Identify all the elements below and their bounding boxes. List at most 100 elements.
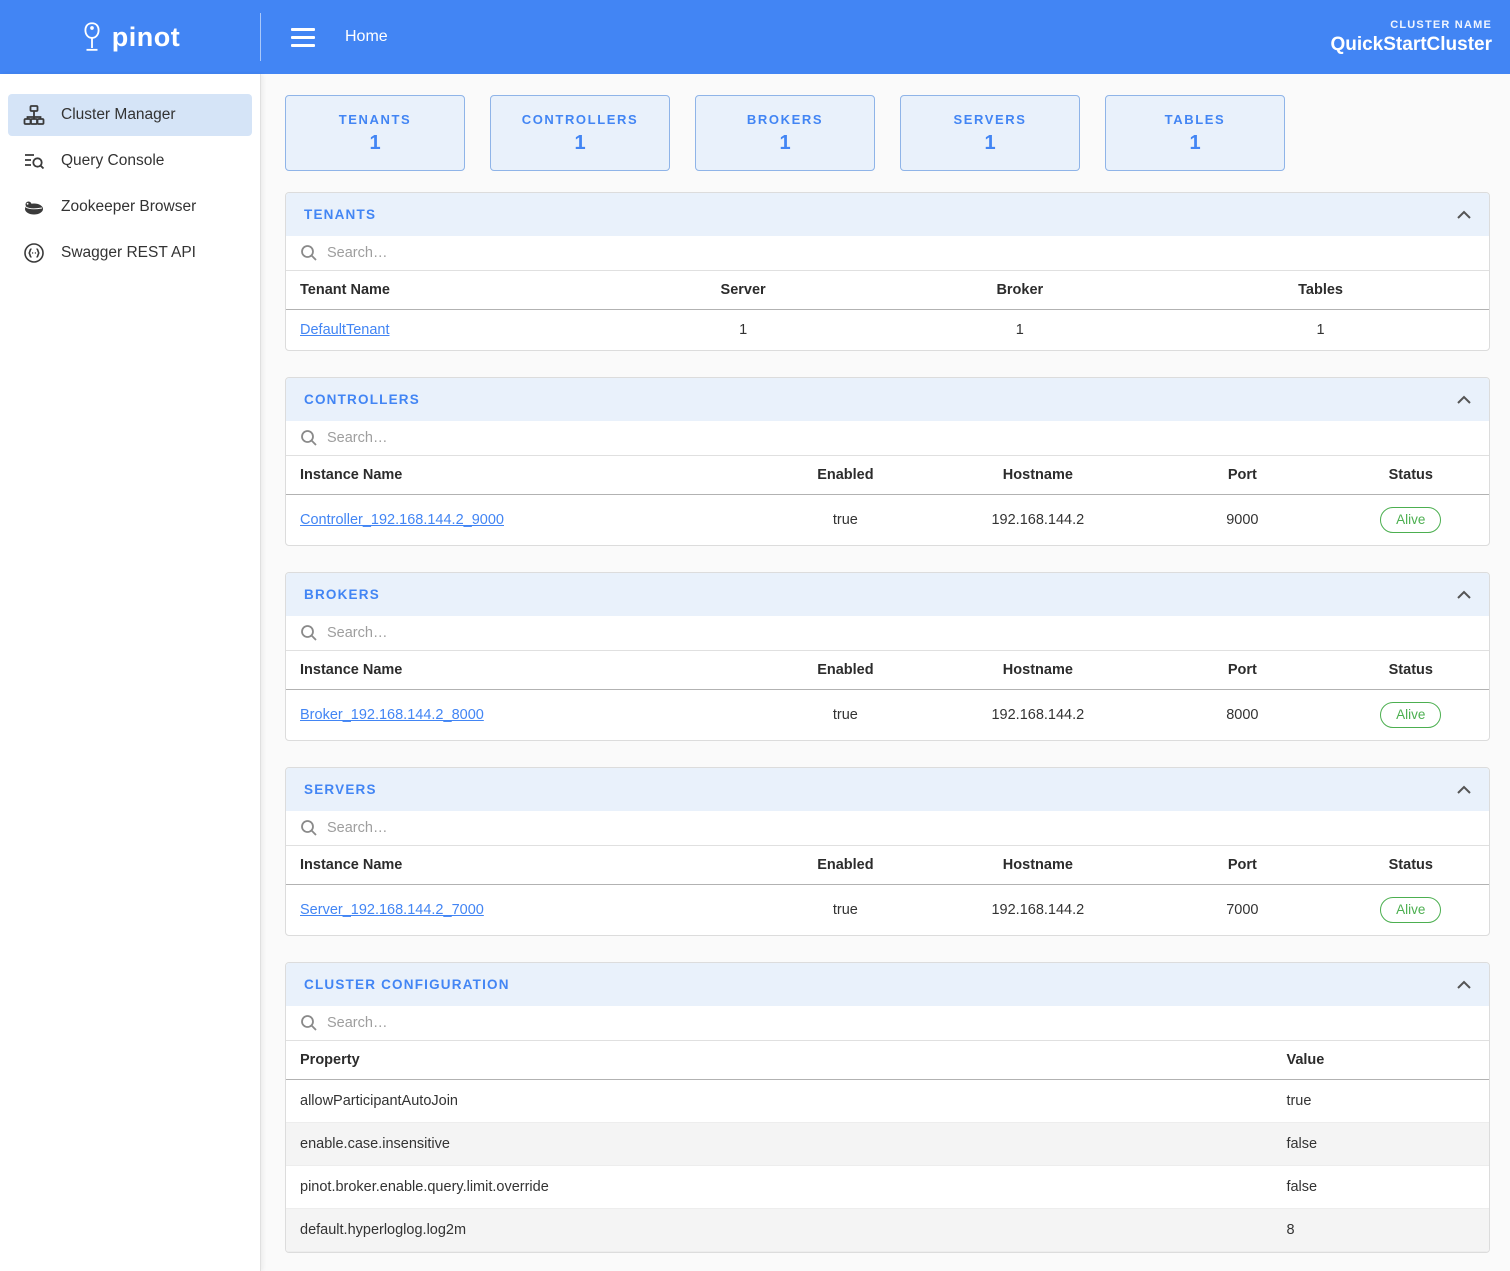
column-header: Port xyxy=(1152,846,1332,885)
column-header: Port xyxy=(1152,456,1332,495)
stat-card-label: TENANTS xyxy=(339,112,412,127)
section-title: SERVERS xyxy=(304,782,377,797)
value-cell: 8 xyxy=(1272,1209,1489,1252)
stat-card-label: CONTROLLERS xyxy=(522,112,639,127)
table-row: pinot.broker.enable.query.limit.override… xyxy=(286,1166,1489,1209)
search-input[interactable] xyxy=(327,625,1475,641)
cluster-config-search-bar xyxy=(286,1006,1489,1041)
section-title: BROKERS xyxy=(304,587,380,602)
status-badge: Alive xyxy=(1380,897,1441,923)
server-count-cell: 1 xyxy=(599,310,888,351)
sidebar: Cluster Manager Query Console xyxy=(0,74,261,1271)
table-row: Broker_192.168.144.2_8000 true 192.168.1… xyxy=(286,690,1489,741)
search-input[interactable] xyxy=(327,1015,1475,1031)
stat-card-controllers: CONTROLLERS 1 xyxy=(490,95,670,171)
stat-card-value: 1 xyxy=(369,132,380,155)
brokers-table: Instance Name Enabled Hostname Port Stat… xyxy=(286,651,1489,740)
collapse-chevron-up-icon[interactable] xyxy=(1457,395,1471,404)
tenants-table: Tenant Name Server Broker Tables Default… xyxy=(286,271,1489,350)
controllers-section: CONTROLLERS Instance Name Enabled xyxy=(285,377,1490,546)
stat-card-value: 1 xyxy=(984,132,995,155)
column-header: Enabled xyxy=(767,456,923,495)
collapse-chevron-up-icon[interactable] xyxy=(1457,210,1471,219)
cluster-name-block: CLUSTER NAME QuickStartCluster xyxy=(1330,19,1510,56)
column-header: Hostname xyxy=(924,846,1153,885)
search-icon xyxy=(300,244,318,262)
topbar-nav: Home xyxy=(261,24,388,51)
status-badge: Alive xyxy=(1380,507,1441,533)
broker-count-cell: 1 xyxy=(887,310,1152,351)
hamburger-menu-icon[interactable] xyxy=(287,24,319,51)
collapse-chevron-up-icon[interactable] xyxy=(1457,980,1471,989)
brokers-section-header[interactable]: BROKERS xyxy=(286,573,1489,616)
table-row: allowParticipantAutoJoin true xyxy=(286,1080,1489,1123)
column-header: Tables xyxy=(1152,271,1489,310)
tables-count-cell: 1 xyxy=(1152,310,1489,351)
hostname-cell: 192.168.144.2 xyxy=(924,690,1153,741)
search-icon xyxy=(300,819,318,837)
column-header: Property xyxy=(286,1041,1272,1080)
column-header: Status xyxy=(1333,846,1489,885)
enabled-cell: true xyxy=(767,690,923,741)
sidebar-item-swagger-rest-api[interactable]: Swagger REST API xyxy=(8,232,252,274)
column-header: Instance Name xyxy=(286,456,767,495)
property-cell: pinot.broker.enable.query.limit.override xyxy=(286,1166,1272,1209)
servers-section-header[interactable]: SERVERS xyxy=(286,768,1489,811)
sidebar-item-label: Zookeeper Browser xyxy=(61,198,196,216)
table-row: DefaultTenant 1 1 1 xyxy=(286,310,1489,351)
main-content: TENANTS 1 CONTROLLERS 1 BROKERS 1 SERVER… xyxy=(261,74,1510,1271)
wine-glass-icon xyxy=(81,21,103,53)
cluster-configuration-section-header[interactable]: CLUSTER CONFIGURATION xyxy=(286,963,1489,1006)
port-cell: 7000 xyxy=(1152,885,1332,936)
stat-card-servers: SERVERS 1 xyxy=(900,95,1080,171)
collapse-chevron-up-icon[interactable] xyxy=(1457,590,1471,599)
section-title: TENANTS xyxy=(304,207,376,222)
search-input[interactable] xyxy=(327,245,1475,261)
sidebar-item-label: Swagger REST API xyxy=(61,244,196,262)
controllers-table: Instance Name Enabled Hostname Port Stat… xyxy=(286,456,1489,545)
tenants-section-header[interactable]: TENANTS xyxy=(286,193,1489,236)
port-cell: 9000 xyxy=(1152,495,1332,546)
zookeeper-icon xyxy=(22,195,46,219)
sidebar-item-zookeeper-browser[interactable]: Zookeeper Browser xyxy=(8,186,252,228)
column-header: Instance Name xyxy=(286,651,767,690)
stat-card-tables: TABLES 1 xyxy=(1105,95,1285,171)
top-bar: pinot Home CLUSTER NAME QuickStartCluste… xyxy=(0,0,1510,74)
stat-card-value: 1 xyxy=(779,132,790,155)
column-header: Port xyxy=(1152,651,1332,690)
cluster-configuration-section: CLUSTER CONFIGURATION Property Value xyxy=(285,962,1490,1253)
cluster-name-label: CLUSTER NAME xyxy=(1330,19,1492,31)
table-row: Server_192.168.144.2_7000 true 192.168.1… xyxy=(286,885,1489,936)
collapse-chevron-up-icon[interactable] xyxy=(1457,785,1471,794)
hostname-cell: 192.168.144.2 xyxy=(924,495,1153,546)
home-link[interactable]: Home xyxy=(345,28,388,46)
value-cell: true xyxy=(1272,1080,1489,1123)
port-cell: 8000 xyxy=(1152,690,1332,741)
property-cell: enable.case.insensitive xyxy=(286,1123,1272,1166)
search-icon xyxy=(300,624,318,642)
stat-card-label: BROKERS xyxy=(747,112,823,127)
pinot-logo[interactable]: pinot xyxy=(0,0,261,74)
controllers-section-header[interactable]: CONTROLLERS xyxy=(286,378,1489,421)
cluster-manager-icon xyxy=(22,103,46,127)
tenant-link[interactable]: DefaultTenant xyxy=(300,322,389,338)
column-header: Value xyxy=(1272,1041,1489,1080)
search-icon xyxy=(300,1014,318,1032)
sidebar-item-cluster-manager[interactable]: Cluster Manager xyxy=(8,94,252,136)
search-input[interactable] xyxy=(327,430,1475,446)
table-row: Controller_192.168.144.2_9000 true 192.1… xyxy=(286,495,1489,546)
servers-search-bar xyxy=(286,811,1489,846)
column-header: Enabled xyxy=(767,846,923,885)
tenants-section: TENANTS Tenant Name Server Br xyxy=(285,192,1490,351)
search-icon xyxy=(300,429,318,447)
property-cell: allowParticipantAutoJoin xyxy=(286,1080,1272,1123)
instance-link[interactable]: Controller_192.168.144.2_9000 xyxy=(300,512,504,528)
section-title: CONTROLLERS xyxy=(304,392,420,407)
search-input[interactable] xyxy=(327,820,1475,836)
instance-link[interactable]: Broker_192.168.144.2_8000 xyxy=(300,707,484,723)
sidebar-item-query-console[interactable]: Query Console xyxy=(8,140,252,182)
instance-link[interactable]: Server_192.168.144.2_7000 xyxy=(300,902,484,918)
servers-section: SERVERS Instance Name Enabled xyxy=(285,767,1490,936)
column-header: Broker xyxy=(887,271,1152,310)
table-row: default.hyperloglog.log2m 8 xyxy=(286,1209,1489,1252)
